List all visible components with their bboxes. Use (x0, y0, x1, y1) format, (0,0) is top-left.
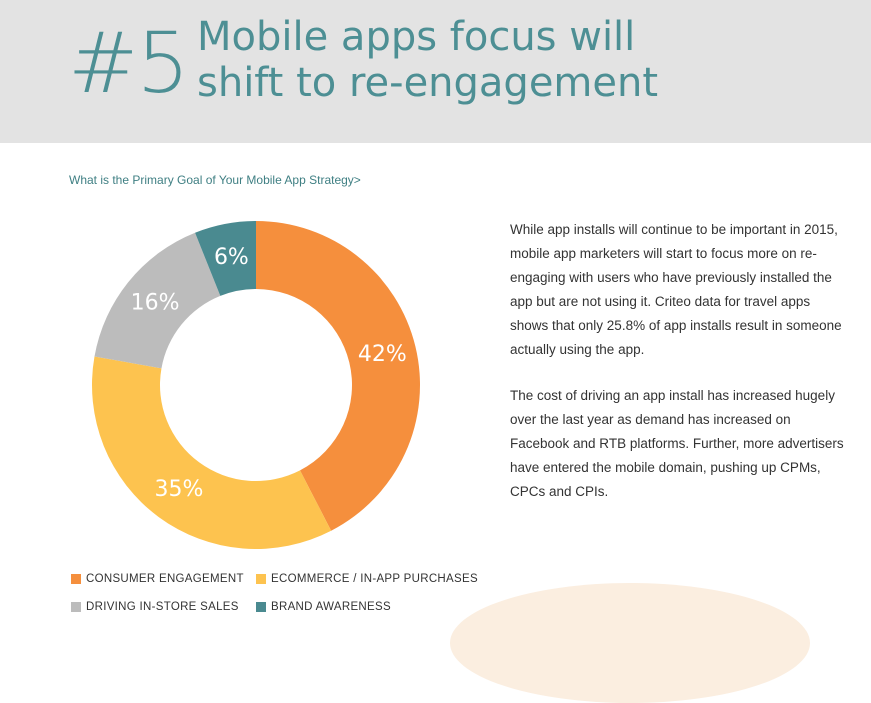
legend-item-in-store-sales: DRIVING IN-STORE SALES (71, 601, 239, 613)
slice-value-label: 6% (214, 245, 249, 270)
chart-title: What is the Primary Goal of Your Mobile … (69, 173, 361, 187)
legend-label: BRAND AWARENESS (271, 601, 391, 613)
slice-value-label: 42% (358, 342, 407, 367)
legend-item-brand-awareness: BRAND AWARENESS (256, 601, 391, 613)
legend-item-consumer-engagement: CONSUMER ENGAGEMENT (71, 573, 244, 585)
legend-swatch (71, 574, 81, 584)
decorative-circle (450, 583, 810, 703)
legend-item-ecommerce: ECOMMERCE / IN-APP PURCHASES (256, 573, 478, 585)
donut-slice (256, 221, 420, 531)
donut-slice (94, 232, 221, 369)
slice-value-label: 35% (154, 477, 203, 502)
legend-label: CONSUMER ENGAGEMENT (86, 573, 244, 585)
donut-slice (195, 221, 256, 296)
legend-swatch (71, 602, 81, 612)
legend-label: DRIVING IN-STORE SALES (86, 601, 239, 613)
slice-value-label: 16% (131, 291, 180, 316)
legend-label: ECOMMERCE / IN-APP PURCHASES (271, 573, 478, 585)
donut-slice (91, 356, 332, 549)
section-number: #5 (68, 14, 190, 112)
donut-chart: 42% 35% 16% 6% (91, 221, 420, 549)
legend-swatch (256, 602, 266, 612)
header-banner: #5 Mobile apps focus will shift to re-en… (0, 0, 871, 143)
legend-swatch (256, 574, 266, 584)
page-title: Mobile apps focus will shift to re-engag… (197, 14, 659, 106)
body-paragraph-2: The cost of driving an app install has i… (510, 388, 844, 499)
body-paragraph-1: While app installs will continue to be i… (510, 222, 842, 357)
